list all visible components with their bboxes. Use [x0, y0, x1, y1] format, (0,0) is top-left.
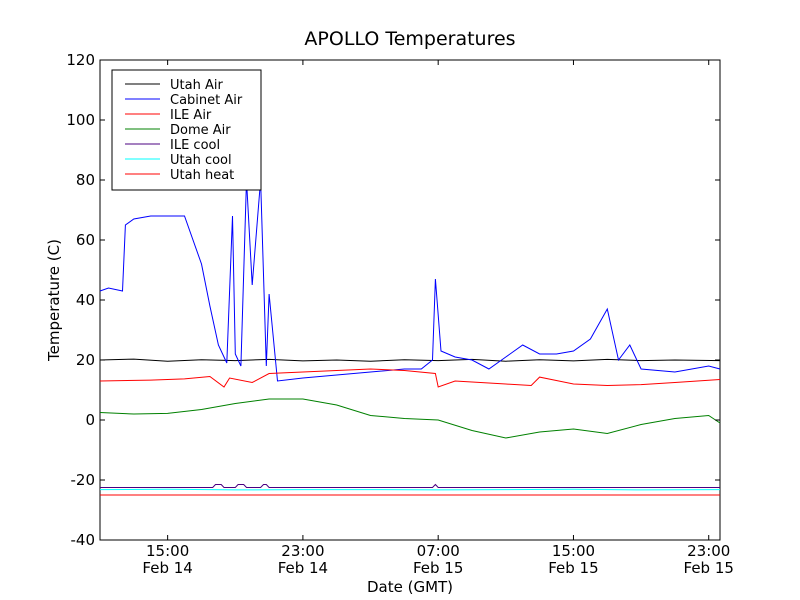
y-tick-label: 60 [76, 231, 95, 249]
series-line-cabinet-air [99, 179, 721, 382]
legend-label: Utah heat [170, 168, 234, 183]
x-tick-label-time: 23:00 [281, 542, 324, 560]
x-tick-label-time: 07:00 [417, 542, 460, 560]
y-tick-label: 80 [76, 171, 95, 189]
legend-label: Utah cool [170, 153, 232, 168]
x-tick-label-date: Feb 14 [142, 559, 192, 577]
y-tick-label: 100 [66, 111, 95, 129]
x-tick-label-date: Feb 14 [278, 559, 328, 577]
series-line-ile-cool [100, 483, 720, 488]
y-tick-label: 40 [76, 291, 95, 309]
legend-label: ILE Air [170, 108, 212, 123]
x-axis-label: Date (GMT) [367, 578, 453, 596]
x-tick-label-date: Feb 15 [684, 559, 734, 577]
x-tick-label-time: 15:00 [146, 542, 189, 560]
legend-label: Dome Air [170, 123, 231, 138]
legend-label: Utah Air [170, 78, 223, 93]
y-axis-label: Temperature (C) [45, 239, 63, 362]
y-axis: -40 -20 0 20 40 60 80 100 120 [66, 51, 720, 549]
legend-frame [111, 69, 262, 191]
legend-label: Cabinet Air [170, 93, 243, 108]
y-tick-label: -20 [71, 471, 96, 489]
series-line-dome-air [99, 398, 721, 439]
series-line-utah-air [99, 358, 721, 362]
x-tick-label-date: Feb 15 [413, 559, 463, 577]
x-tick-label-date: Feb 15 [548, 559, 598, 577]
x-tick-label-time: 23:00 [687, 542, 730, 560]
y-tick-label: 120 [66, 51, 95, 69]
series-line-utah-cool [99, 488, 721, 491]
series-layer [99, 179, 721, 496]
y-tick-label: 0 [85, 411, 95, 429]
legend-label: ILE cool [170, 138, 220, 153]
series-line-ile-air [99, 368, 721, 388]
y-tick-label: -40 [71, 531, 96, 549]
x-tick-label-time: 15:00 [552, 542, 595, 560]
y-tick-label: 20 [76, 351, 95, 369]
chart-title: APOLLO Temperatures [304, 28, 515, 50]
